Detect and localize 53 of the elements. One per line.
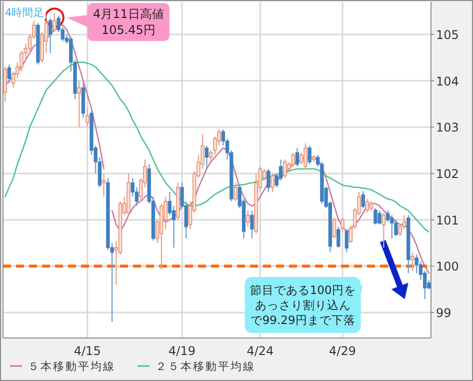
candlestick xyxy=(234,182,238,202)
candlestick xyxy=(369,200,374,212)
line-series xyxy=(4,62,430,233)
x-tick-label: 4/15 xyxy=(74,344,101,358)
candlestick xyxy=(246,210,250,228)
candlestick xyxy=(270,172,274,193)
annotation: 節目である100円をあっさり割り込んで99.29円まで下落 xyxy=(250,283,356,327)
candlestick xyxy=(11,70,16,88)
candlestick xyxy=(340,216,344,232)
candlestick xyxy=(332,216,336,239)
candlestick xyxy=(336,226,340,248)
candlestick xyxy=(204,145,209,170)
candlestick xyxy=(361,190,365,209)
candlestick xyxy=(266,168,270,193)
candlestick xyxy=(394,219,398,237)
legend-label: ５本移動平均線 xyxy=(28,360,116,373)
candlestick xyxy=(410,252,414,272)
y-tick-label: 105 xyxy=(436,28,459,42)
candlestick xyxy=(390,214,394,239)
candlestick xyxy=(378,210,382,226)
candlestick xyxy=(365,198,370,214)
legend-label: ２５本移動平均線 xyxy=(156,360,256,373)
candlestick xyxy=(295,147,300,168)
x-tick-label: 4/19 xyxy=(168,344,196,358)
candlestick xyxy=(134,186,139,207)
candlestick xyxy=(208,150,213,162)
annotation: 4時間足 xyxy=(5,6,45,19)
candlestick xyxy=(382,212,386,248)
candlestick xyxy=(250,210,254,239)
candlestick xyxy=(102,172,106,198)
candlestick xyxy=(386,210,390,223)
y-tick-label: 104 xyxy=(436,74,459,88)
candlestick xyxy=(402,214,406,230)
annotation: 4月11日高値105.45円 xyxy=(92,7,164,37)
candlestick xyxy=(7,64,12,84)
y-tick-label: 103 xyxy=(436,120,459,135)
candlestick xyxy=(304,142,308,170)
candlestick xyxy=(48,18,52,54)
candlestick xyxy=(344,228,348,253)
y-tick-label: 101 xyxy=(436,213,459,228)
y-tick-label: 102 xyxy=(436,166,459,181)
candlestick xyxy=(3,66,7,102)
y-tick-label: 99 xyxy=(436,306,452,320)
candlestick xyxy=(77,80,81,128)
candlestick xyxy=(283,158,287,179)
x-tick-label: 4/29 xyxy=(329,344,356,358)
candlestick xyxy=(291,152,295,168)
candlestick xyxy=(308,145,312,165)
candlestick xyxy=(86,108,90,128)
candlestick xyxy=(52,12,56,33)
candlestick xyxy=(374,208,378,226)
y-tick-label: 100 xyxy=(436,260,459,274)
x-tick-label: 4/24 xyxy=(246,344,274,358)
